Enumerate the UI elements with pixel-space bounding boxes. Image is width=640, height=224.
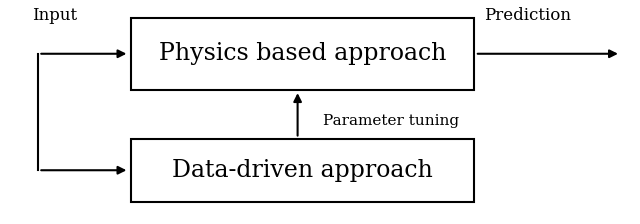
Text: Data-driven approach: Data-driven approach xyxy=(172,159,433,182)
FancyBboxPatch shape xyxy=(131,139,474,202)
Text: Physics based approach: Physics based approach xyxy=(159,42,446,65)
Text: Parameter tuning: Parameter tuning xyxy=(323,114,460,128)
FancyBboxPatch shape xyxy=(131,18,474,90)
Text: Prediction: Prediction xyxy=(484,6,572,24)
Text: Input: Input xyxy=(32,6,77,24)
